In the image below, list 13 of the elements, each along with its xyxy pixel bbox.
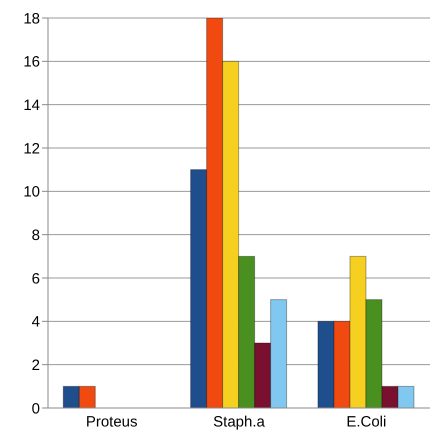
y-tick-label: 8 [32,226,40,244]
y-tick-label: 12 [23,140,40,158]
y-tick-label: 6 [32,270,40,288]
y-tick-label: 2 [32,356,40,374]
y-tick-label: 0 [32,400,40,418]
y-tick-label: 4 [32,314,40,331]
x-tick-label: Proteus [86,414,138,431]
y-tick-label: 16 [23,54,40,71]
y-tick-label: 10 [23,184,40,201]
y-tick-label: 14 [23,96,40,114]
x-tick-label: Staph.a [213,414,266,431]
x-tick-label: E.Coli [346,414,386,431]
y-tick-label: 18 [23,10,40,28]
